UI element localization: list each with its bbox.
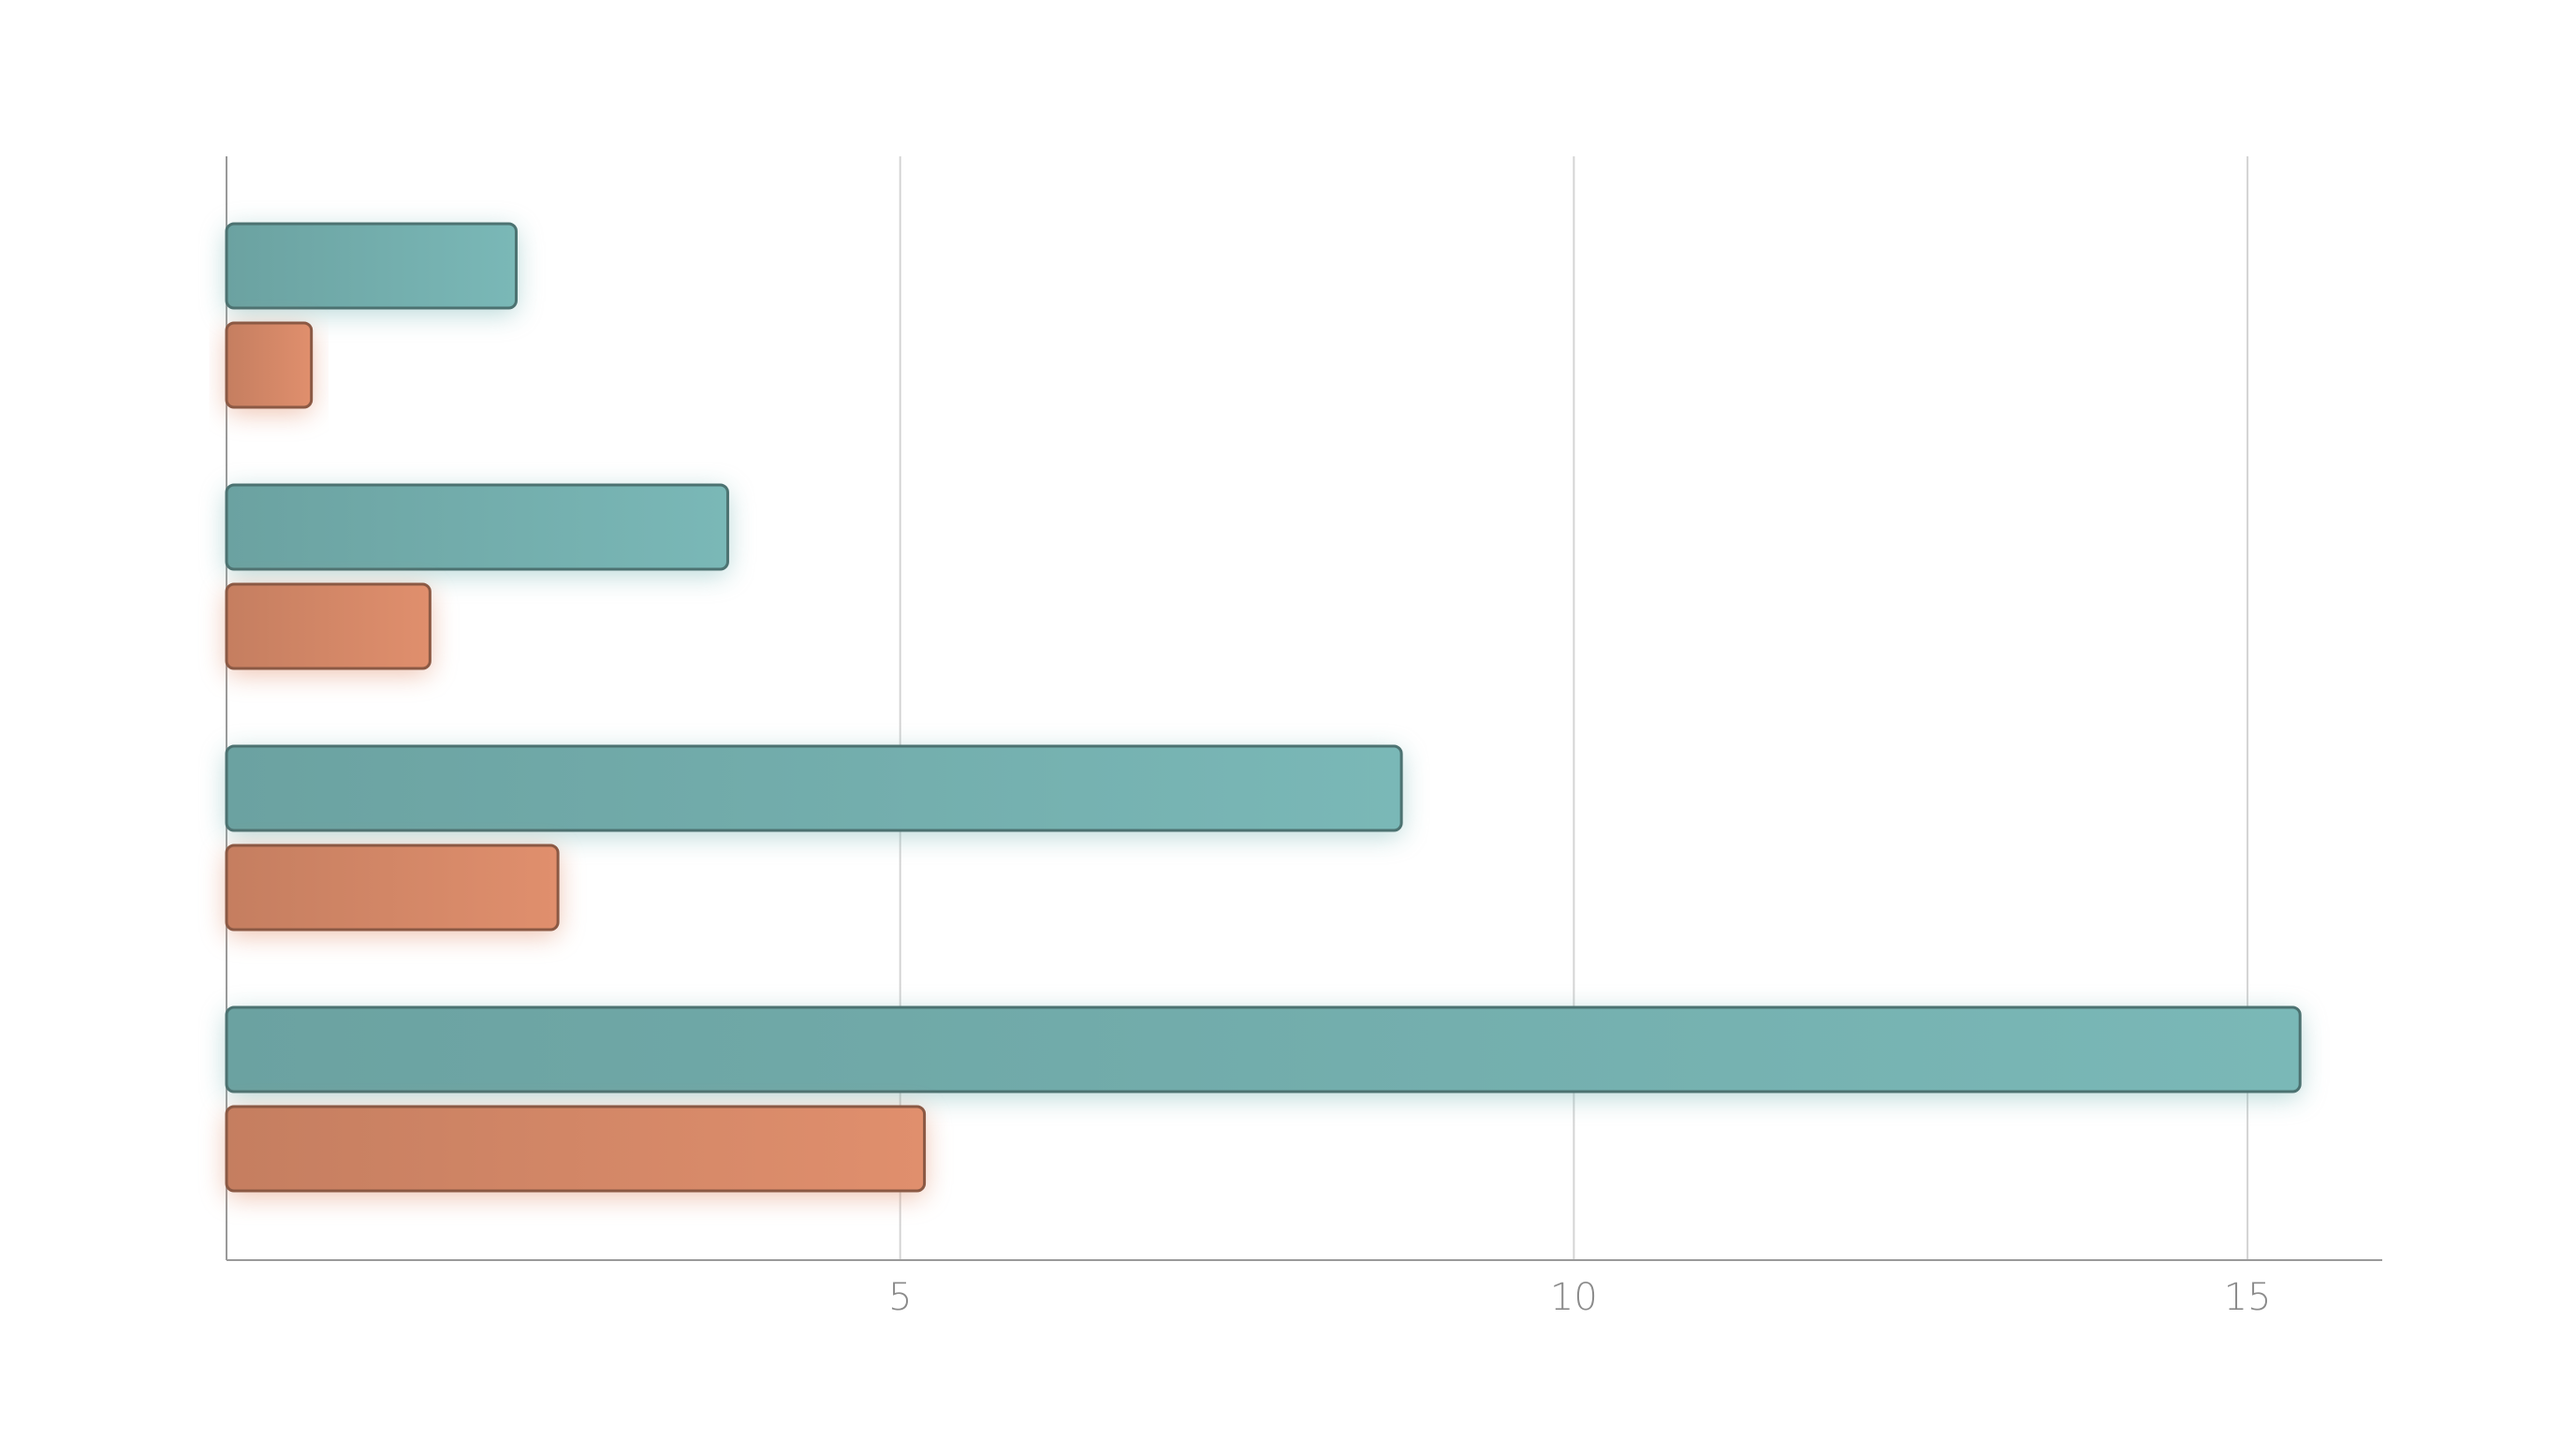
bar <box>225 744 1403 832</box>
bar <box>225 1105 927 1193</box>
x-tick-label: 15 <box>2224 1276 2272 1319</box>
x-tick-label: 10 <box>1550 1276 1598 1319</box>
bar <box>225 1005 2302 1093</box>
x-tick-label: 5 <box>888 1276 912 1319</box>
bar <box>225 483 729 571</box>
bar <box>225 321 314 409</box>
bar <box>225 844 560 932</box>
bar <box>225 222 518 310</box>
bar <box>225 582 432 670</box>
